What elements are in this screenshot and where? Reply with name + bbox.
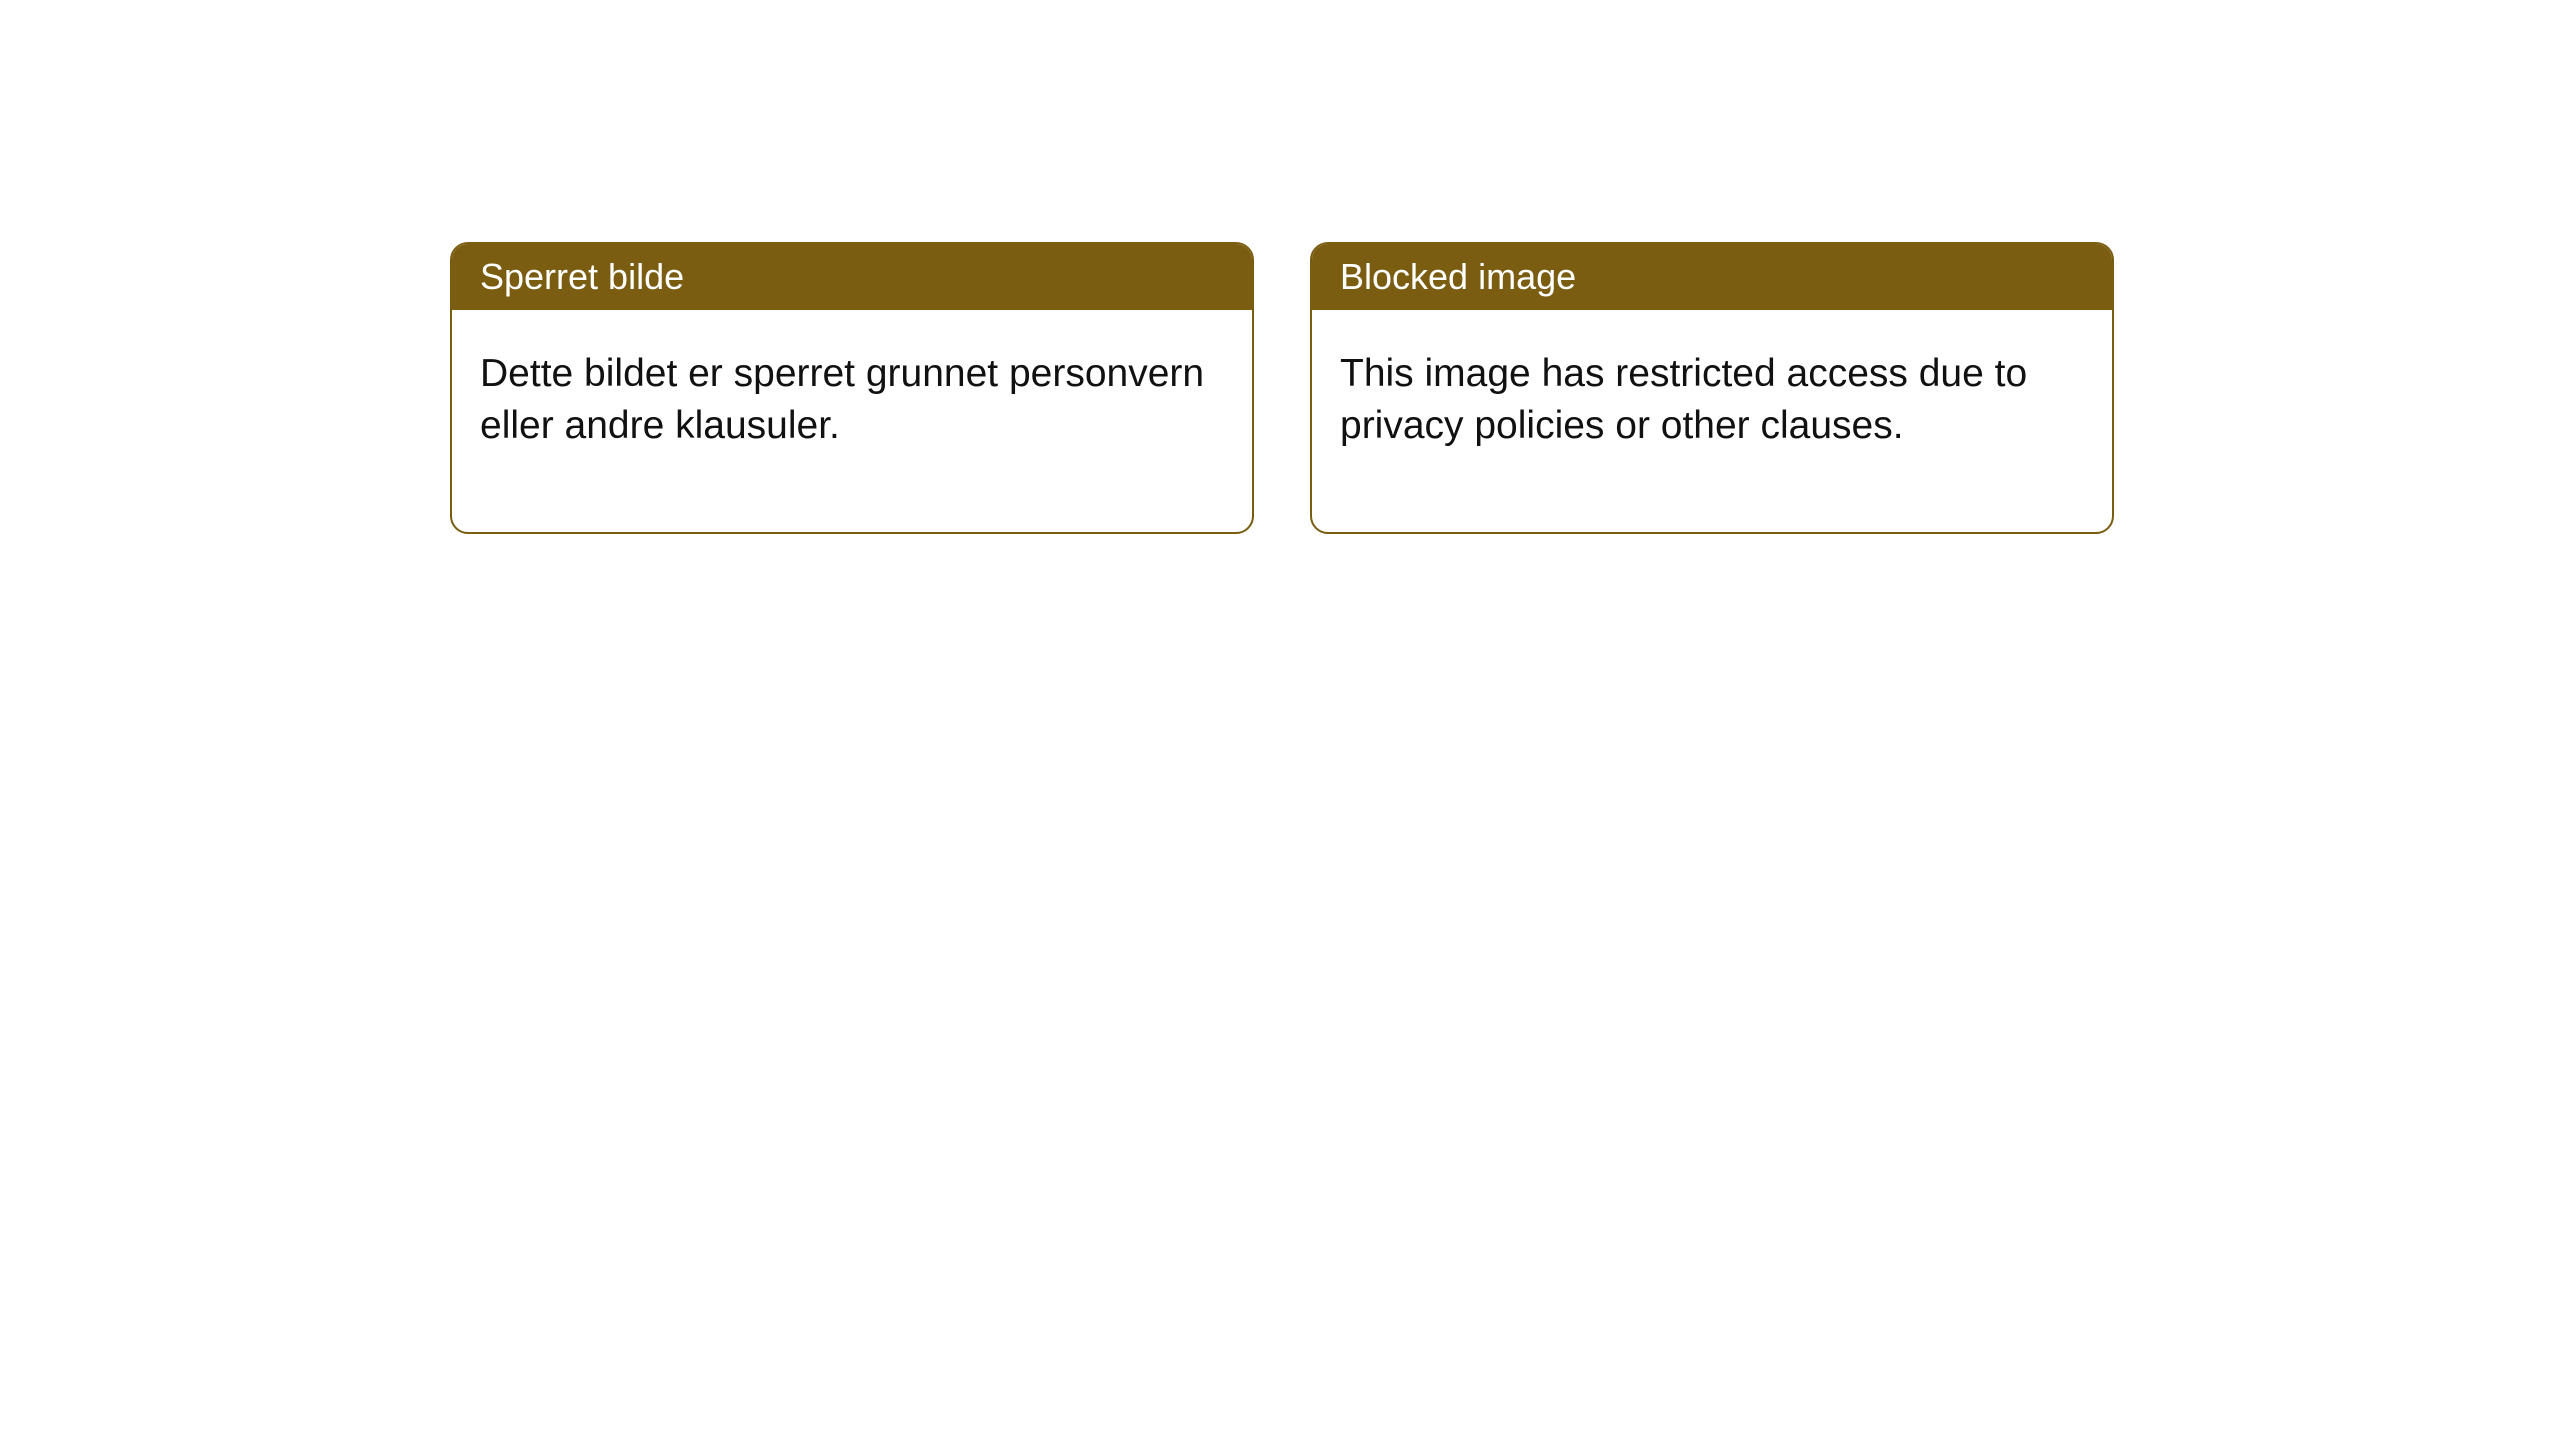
- notice-body-norwegian: Dette bildet er sperret grunnet personve…: [452, 310, 1252, 532]
- notice-body-english: This image has restricted access due to …: [1312, 310, 2112, 532]
- notice-card-norwegian: Sperret bilde Dette bildet er sperret gr…: [450, 242, 1254, 534]
- notice-container: Sperret bilde Dette bildet er sperret gr…: [0, 0, 2560, 534]
- notice-title-english: Blocked image: [1312, 244, 2112, 310]
- notice-title-norwegian: Sperret bilde: [452, 244, 1252, 310]
- notice-card-english: Blocked image This image has restricted …: [1310, 242, 2114, 534]
